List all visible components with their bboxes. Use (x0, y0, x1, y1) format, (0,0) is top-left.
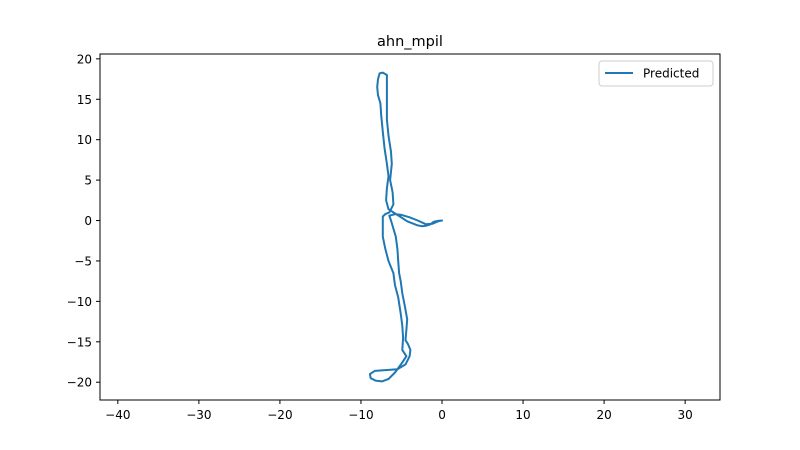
plot-area (368, 71, 443, 383)
x-tick-label: 20 (596, 408, 611, 422)
x-tick-label: 10 (515, 408, 530, 422)
y-tick-label: 10 (77, 133, 92, 147)
y-tick-label: −10 (67, 295, 92, 309)
y-tick-label: 5 (84, 174, 92, 188)
x-tick-label: −40 (105, 408, 130, 422)
x-tick-label: −20 (267, 408, 292, 422)
legend-box (598, 60, 714, 87)
series-line-predicted (368, 71, 443, 383)
axes-frame (99, 53, 721, 401)
y-tick-label: 0 (84, 214, 92, 228)
legend: Predicted (598, 60, 714, 87)
x-axis: −40 −30 −20 −10 0 10 20 30 (105, 400, 693, 422)
x-tick-label: 0 (438, 408, 446, 422)
y-axis: −20 −15 −10 −5 0 5 10 15 20 (67, 52, 100, 390)
x-tick-label: 30 (678, 408, 693, 422)
x-tick-label: −30 (186, 408, 211, 422)
y-tick-label: 20 (77, 52, 92, 66)
x-tick-label: −10 (348, 408, 373, 422)
y-tick-label: −20 (67, 376, 92, 390)
y-tick-label: −5 (74, 254, 92, 268)
legend-label-predicted: Predicted (643, 67, 699, 81)
y-tick-label: 15 (77, 93, 92, 107)
chart-title: ahn_mpil (377, 34, 443, 50)
y-tick-label: −15 (67, 335, 92, 349)
